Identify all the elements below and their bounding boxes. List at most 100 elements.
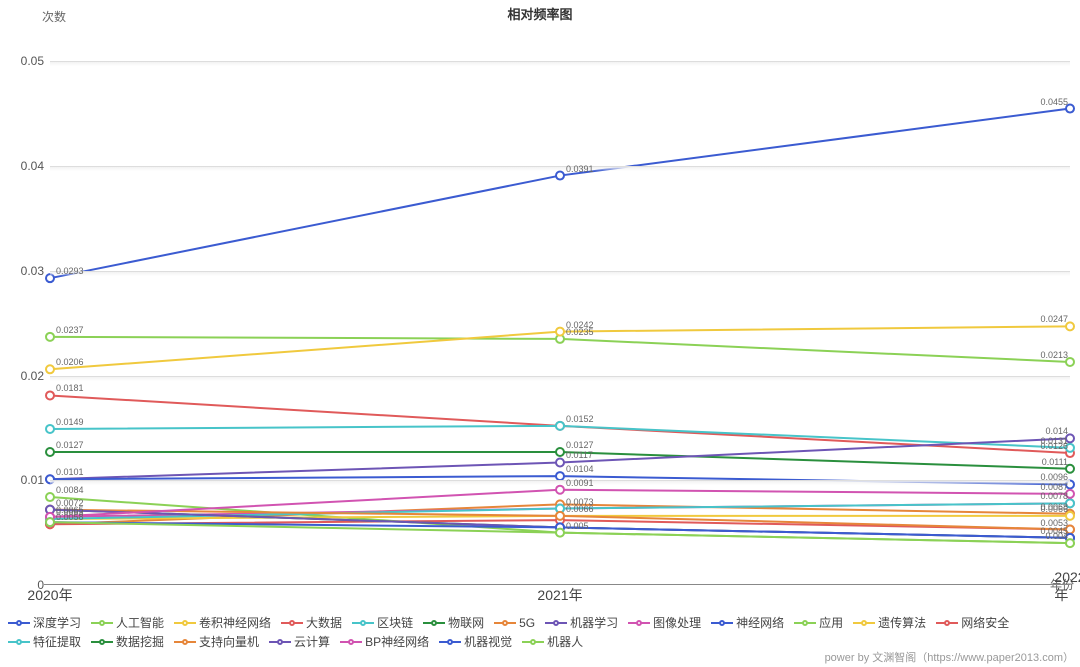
- series-marker[interactable]: [46, 391, 54, 399]
- x-tick-label: 2021年: [537, 585, 582, 605]
- legend-item[interactable]: 机器人: [522, 633, 583, 650]
- series-marker[interactable]: [1066, 434, 1074, 442]
- series-marker[interactable]: [556, 512, 564, 520]
- legend-item[interactable]: 图像处理: [628, 614, 701, 631]
- legend-marker-icon: [423, 618, 445, 628]
- series-marker[interactable]: [46, 448, 54, 456]
- legend-item[interactable]: 特征提取: [8, 633, 81, 650]
- legend: 深度学习 人工智能 卷积神经网络 大数据 区块链 物联网 5G 机器学习 图像处理 神经网络 应用 遗…: [8, 614, 1072, 650]
- legend-item[interactable]: 云计算: [269, 633, 330, 650]
- legend-label: 人工智能: [116, 614, 164, 631]
- legend-item[interactable]: 物联网: [423, 614, 484, 631]
- legend-item[interactable]: 大数据: [281, 614, 342, 631]
- y-tick-label: 0.03: [14, 264, 44, 278]
- legend-label: 物联网: [448, 614, 484, 631]
- series-marker[interactable]: [46, 333, 54, 341]
- legend-item[interactable]: 5G: [494, 614, 535, 631]
- series-marker[interactable]: [1066, 499, 1074, 507]
- legend-marker-icon: [269, 637, 291, 647]
- series-marker[interactable]: [556, 458, 564, 466]
- legend-label: 支持向量机: [199, 633, 259, 650]
- legend-item[interactable]: 应用: [794, 614, 843, 631]
- legend-label: BP神经网络: [365, 633, 429, 650]
- legend-marker-icon: [439, 637, 461, 647]
- series-marker[interactable]: [556, 472, 564, 480]
- legend-label: 机器人: [547, 633, 583, 650]
- legend-label: 应用: [819, 614, 843, 631]
- series-marker[interactable]: [1066, 322, 1074, 330]
- legend-marker-icon: [352, 618, 374, 628]
- chart-title: 相对频率图: [0, 4, 1080, 23]
- grid-line: [50, 61, 1070, 66]
- series-marker[interactable]: [556, 448, 564, 456]
- grid-line: [50, 480, 1070, 485]
- series-marker[interactable]: [1066, 105, 1074, 113]
- legend-item[interactable]: 神经网络: [711, 614, 784, 631]
- legend-marker-icon: [853, 618, 875, 628]
- series-marker[interactable]: [1066, 465, 1074, 473]
- chart-container: 相对频率图 次数 年份 00.010.020.030.040.052020年20…: [0, 0, 1080, 667]
- grid-line: [50, 271, 1070, 276]
- legend-item[interactable]: 深度学习: [8, 614, 81, 631]
- series-marker[interactable]: [46, 518, 54, 526]
- series-marker[interactable]: [46, 493, 54, 501]
- series-marker[interactable]: [556, 422, 564, 430]
- series-marker[interactable]: [556, 529, 564, 537]
- legend-marker-icon: [522, 637, 544, 647]
- legend-marker-icon: [91, 637, 113, 647]
- legend-item[interactable]: 机器视觉: [439, 633, 512, 650]
- legend-label: 大数据: [306, 614, 342, 631]
- series-marker[interactable]: [46, 365, 54, 373]
- legend-item[interactable]: 区块链: [352, 614, 413, 631]
- legend-item[interactable]: BP神经网络: [340, 633, 429, 650]
- legend-item[interactable]: 人工智能: [91, 614, 164, 631]
- legend-label: 机器学习: [570, 614, 618, 631]
- y-tick-label: 0.02: [14, 369, 44, 383]
- series-marker[interactable]: [556, 486, 564, 494]
- y-axis-label: 次数: [42, 8, 66, 25]
- footer-credit: power by 文渊智阁（https://www.paper2013.com）: [825, 649, 1074, 665]
- legend-item[interactable]: 机器学习: [545, 614, 618, 631]
- y-tick-label: 0.04: [14, 159, 44, 173]
- legend-item[interactable]: 支持向量机: [174, 633, 259, 650]
- legend-label: 网络安全: [961, 614, 1009, 631]
- y-tick-label: 0.01: [14, 473, 44, 487]
- legend-marker-icon: [281, 618, 303, 628]
- legend-label: 机器视觉: [464, 633, 512, 650]
- legend-item[interactable]: 数据挖掘: [91, 633, 164, 650]
- legend-item[interactable]: 网络安全: [936, 614, 1009, 631]
- x-tick-label: 2020年: [27, 585, 72, 605]
- legend-label: 图像处理: [653, 614, 701, 631]
- grid-line: [50, 376, 1070, 381]
- chart-svg: [50, 30, 1070, 585]
- series-marker[interactable]: [1066, 490, 1074, 498]
- legend-item[interactable]: 遗传算法: [853, 614, 926, 631]
- legend-label: 5G: [519, 616, 535, 630]
- legend-marker-icon: [794, 618, 816, 628]
- legend-marker-icon: [936, 618, 958, 628]
- series-marker[interactable]: [1066, 358, 1074, 366]
- series-line[interactable]: [50, 109, 1070, 279]
- grid-line: [50, 166, 1070, 171]
- x-tick-label: 2022年: [1054, 569, 1080, 605]
- y-tick-label: 0.05: [14, 54, 44, 68]
- legend-label: 卷积神经网络: [199, 614, 271, 631]
- legend-marker-icon: [8, 637, 30, 647]
- series-marker[interactable]: [1066, 512, 1074, 520]
- legend-label: 区块链: [377, 614, 413, 631]
- legend-item[interactable]: 卷积神经网络: [174, 614, 271, 631]
- series-marker[interactable]: [556, 328, 564, 336]
- series-marker[interactable]: [1066, 539, 1074, 547]
- legend-marker-icon: [174, 618, 196, 628]
- legend-label: 深度学习: [33, 614, 81, 631]
- series-marker[interactable]: [1066, 526, 1074, 534]
- legend-label: 遗传算法: [878, 614, 926, 631]
- legend-marker-icon: [340, 637, 362, 647]
- series-marker[interactable]: [46, 425, 54, 433]
- legend-marker-icon: [8, 618, 30, 628]
- series-marker[interactable]: [1066, 444, 1074, 452]
- series-marker[interactable]: [556, 172, 564, 180]
- plot-area: 00.010.020.030.040.052020年2021年2022年0.02…: [50, 30, 1070, 585]
- legend-label: 云计算: [294, 633, 330, 650]
- legend-label: 神经网络: [736, 614, 784, 631]
